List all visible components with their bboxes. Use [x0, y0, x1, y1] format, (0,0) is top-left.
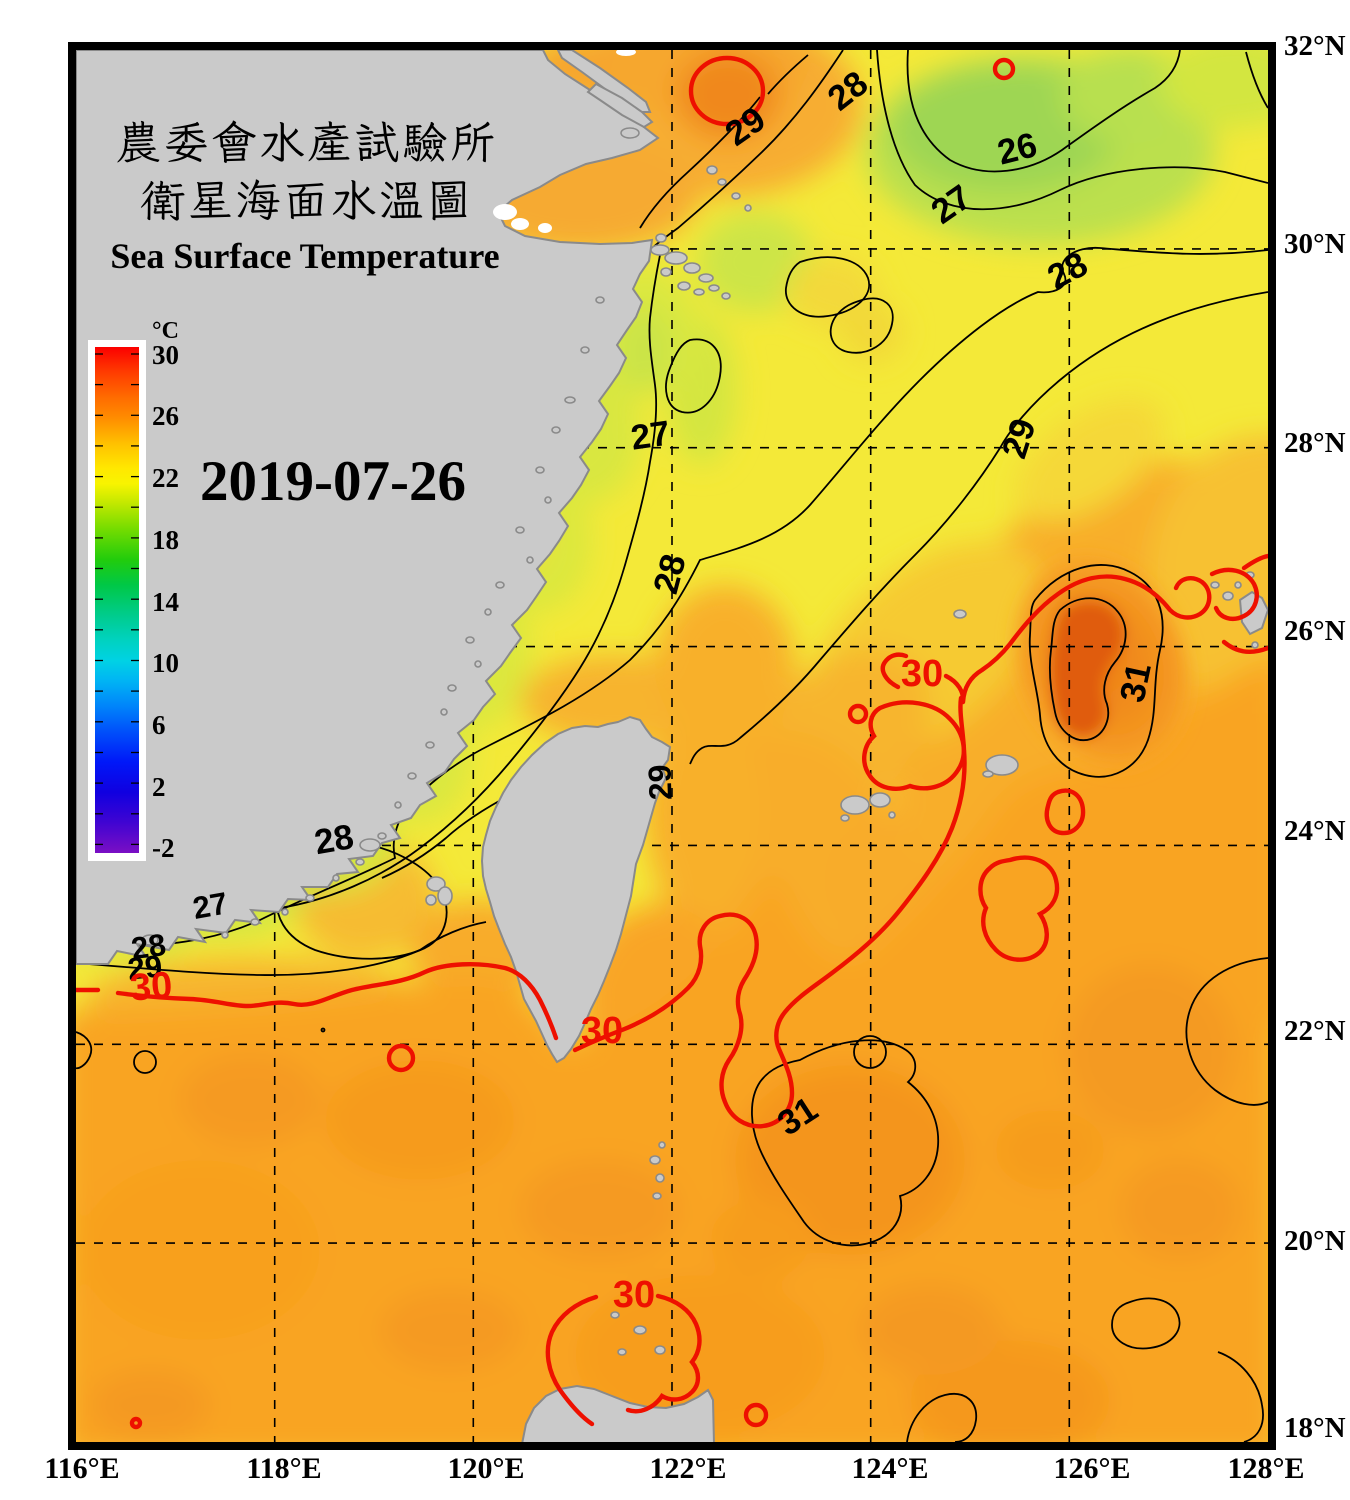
svg-text:24°N: 24°N [1284, 815, 1346, 847]
svg-text:18: 18 [152, 525, 179, 555]
svg-text:27: 27 [190, 885, 230, 925]
svg-text:32°N: 32°N [1284, 30, 1346, 62]
svg-text:30: 30 [613, 1274, 655, 1316]
svg-text:116°E: 116°E [44, 1452, 119, 1485]
svg-text:118°E: 118°E [246, 1452, 321, 1485]
svg-text:30: 30 [129, 965, 174, 1010]
svg-text:122°E: 122°E [649, 1452, 726, 1485]
svg-text:20°N: 20°N [1284, 1225, 1346, 1257]
svg-text:29: 29 [641, 764, 678, 801]
svg-text:10: 10 [152, 648, 179, 678]
svg-text:22°N: 22°N [1284, 1015, 1346, 1047]
svg-text:2: 2 [152, 772, 166, 802]
svg-text:124°E: 124°E [851, 1452, 928, 1485]
svg-text:128°E: 128°E [1227, 1452, 1304, 1485]
svg-text:30: 30 [152, 340, 179, 370]
svg-text:30: 30 [901, 653, 943, 695]
svg-text:14: 14 [152, 587, 179, 617]
svg-text:27: 27 [628, 414, 672, 458]
svg-text:26°N: 26°N [1284, 615, 1346, 647]
svg-text:28°N: 28°N [1284, 427, 1346, 459]
svg-text:31: 31 [1113, 660, 1159, 706]
svg-text:120°E: 120°E [447, 1452, 524, 1485]
svg-text:°C: °C [152, 318, 179, 344]
svg-text:2019-07-26: 2019-07-26 [200, 450, 466, 513]
svg-text:Sea Surface Temperature: Sea Surface Temperature [110, 236, 499, 276]
svg-text:30°N: 30°N [1284, 228, 1346, 260]
svg-text:26: 26 [152, 401, 179, 431]
svg-text:30: 30 [581, 1010, 623, 1052]
svg-text:18°N: 18°N [1284, 1412, 1346, 1444]
svg-text:26: 26 [994, 125, 1041, 172]
svg-text:-2: -2 [152, 833, 175, 863]
svg-text:22: 22 [152, 463, 179, 493]
svg-text:126°E: 126°E [1053, 1452, 1130, 1485]
svg-text:29: 29 [126, 948, 164, 986]
svg-text:28: 28 [129, 927, 168, 966]
svg-text:6: 6 [152, 710, 166, 740]
svg-text:28: 28 [311, 817, 356, 862]
